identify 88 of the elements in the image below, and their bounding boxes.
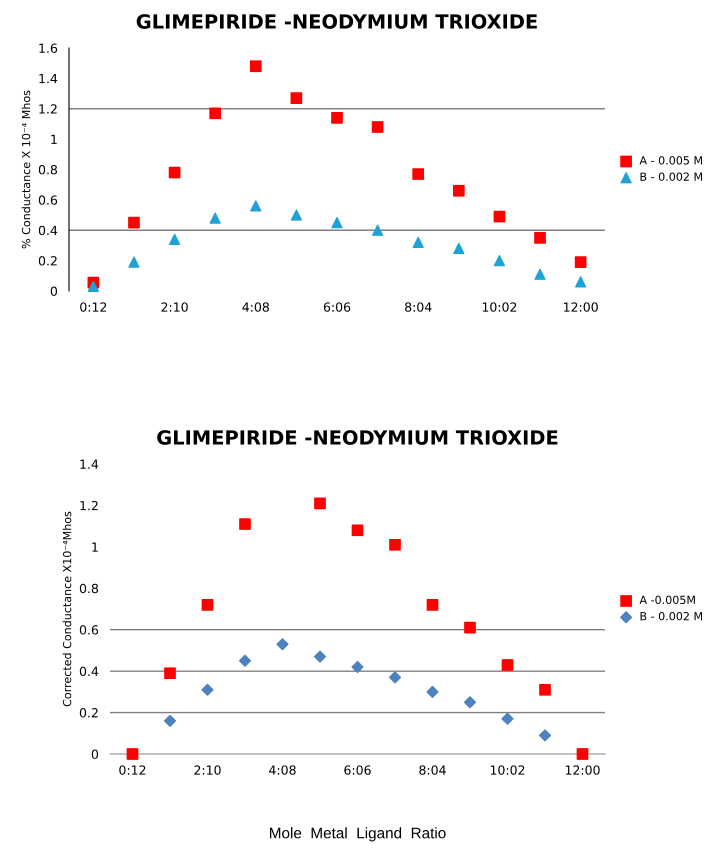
y-tick-label: 0.6 [80, 625, 98, 635]
y-tick-label: 0.6 [38, 195, 58, 205]
point [534, 232, 546, 244]
point [534, 268, 546, 280]
point [494, 210, 506, 222]
y-tick-label: 1.6 [39, 43, 58, 53]
point [88, 280, 99, 292]
legend-label: B - 0.002 M [640, 612, 702, 620]
y-tick-label: 0 [50, 286, 58, 296]
point [239, 518, 251, 530]
point [575, 276, 586, 288]
point [250, 200, 262, 212]
point [501, 712, 514, 725]
x-tick-label: 0:12 [119, 765, 146, 775]
y-tick-label: 1 [51, 134, 57, 144]
point [352, 524, 364, 536]
y-tick-label: 0.8 [80, 584, 98, 594]
point [464, 696, 476, 708]
point [574, 256, 586, 268]
y-tick-label: 0.2 [38, 256, 57, 266]
x-tick-label: 6:06 [344, 765, 371, 775]
y-tick-label: 1.4 [39, 74, 58, 84]
y-axis-title: % Conductance X 10⁻⁴ Mhos [22, 90, 30, 248]
point [164, 667, 176, 680]
y-tick-label: 0.2 [80, 708, 98, 718]
y-tick-label: 1.4 [80, 460, 98, 469]
point [452, 184, 465, 197]
point [168, 234, 180, 245]
point [372, 224, 384, 236]
point [464, 622, 476, 634]
point [576, 748, 588, 760]
point [290, 92, 302, 104]
x-axis-title: Mole Metal Ligand Ratio [270, 827, 446, 842]
point [388, 671, 402, 684]
point [494, 255, 506, 266]
x-tick-label: 2:10 [194, 765, 221, 775]
x-tick-label: 6:06 [324, 302, 350, 312]
point [126, 748, 138, 760]
point [331, 112, 343, 124]
x-tick-label: 12:00 [566, 765, 600, 775]
y-tick-label: 1.2 [39, 104, 57, 114]
point [209, 107, 222, 120]
point [453, 242, 464, 254]
point [538, 729, 552, 742]
point [276, 638, 289, 650]
point [412, 168, 424, 180]
x-tick-label: 8:04 [405, 302, 432, 312]
y-tick-label: 0.4 [38, 226, 58, 236]
legend-label: B - 0.002 M [640, 172, 702, 181]
point [238, 654, 252, 667]
point [426, 686, 439, 698]
point [164, 714, 176, 727]
point [314, 498, 326, 510]
y-tick-label: 0.8 [38, 164, 58, 174]
point [128, 216, 140, 228]
point [202, 599, 214, 611]
x-tick-label: 4:08 [242, 302, 269, 312]
chart-title: GLIMEPIRIDE -NEODYMIUM TRIOXIDE [136, 14, 537, 29]
point [314, 650, 326, 663]
point [201, 684, 214, 696]
point [372, 121, 384, 133]
point [502, 659, 514, 671]
y-tick-label: 1 [92, 542, 98, 552]
point [412, 236, 424, 248]
point [210, 212, 221, 224]
chart-title: GLIMEPIRIDE -NEODYMIUM TRIOXIDE [157, 430, 558, 445]
point [250, 60, 262, 72]
x-tick-label: 4:08 [269, 765, 296, 775]
point [290, 209, 302, 221]
point [389, 538, 401, 551]
point [168, 166, 180, 178]
x-tick-label: 10:02 [490, 765, 524, 775]
point [539, 684, 551, 696]
x-tick-label: 8:04 [419, 765, 446, 775]
y-tick-label: 0.4 [80, 666, 98, 676]
y-tick-label: 1.2 [80, 500, 98, 510]
legend-label: A - 0.005 M [640, 156, 702, 165]
x-tick-label: 0:12 [80, 302, 106, 312]
point [331, 217, 343, 228]
x-tick-label: 10:02 [482, 302, 516, 312]
point [351, 660, 364, 674]
x-tick-label: 12:00 [564, 302, 598, 312]
point [426, 599, 438, 611]
y-tick-label: 0 [92, 749, 98, 759]
y-axis-title: Corrected Conductance X10⁻⁴Mhos [62, 512, 72, 706]
legend-label: A -0.005M [640, 596, 695, 604]
point [128, 256, 140, 268]
x-tick-label: 2:10 [161, 302, 188, 312]
